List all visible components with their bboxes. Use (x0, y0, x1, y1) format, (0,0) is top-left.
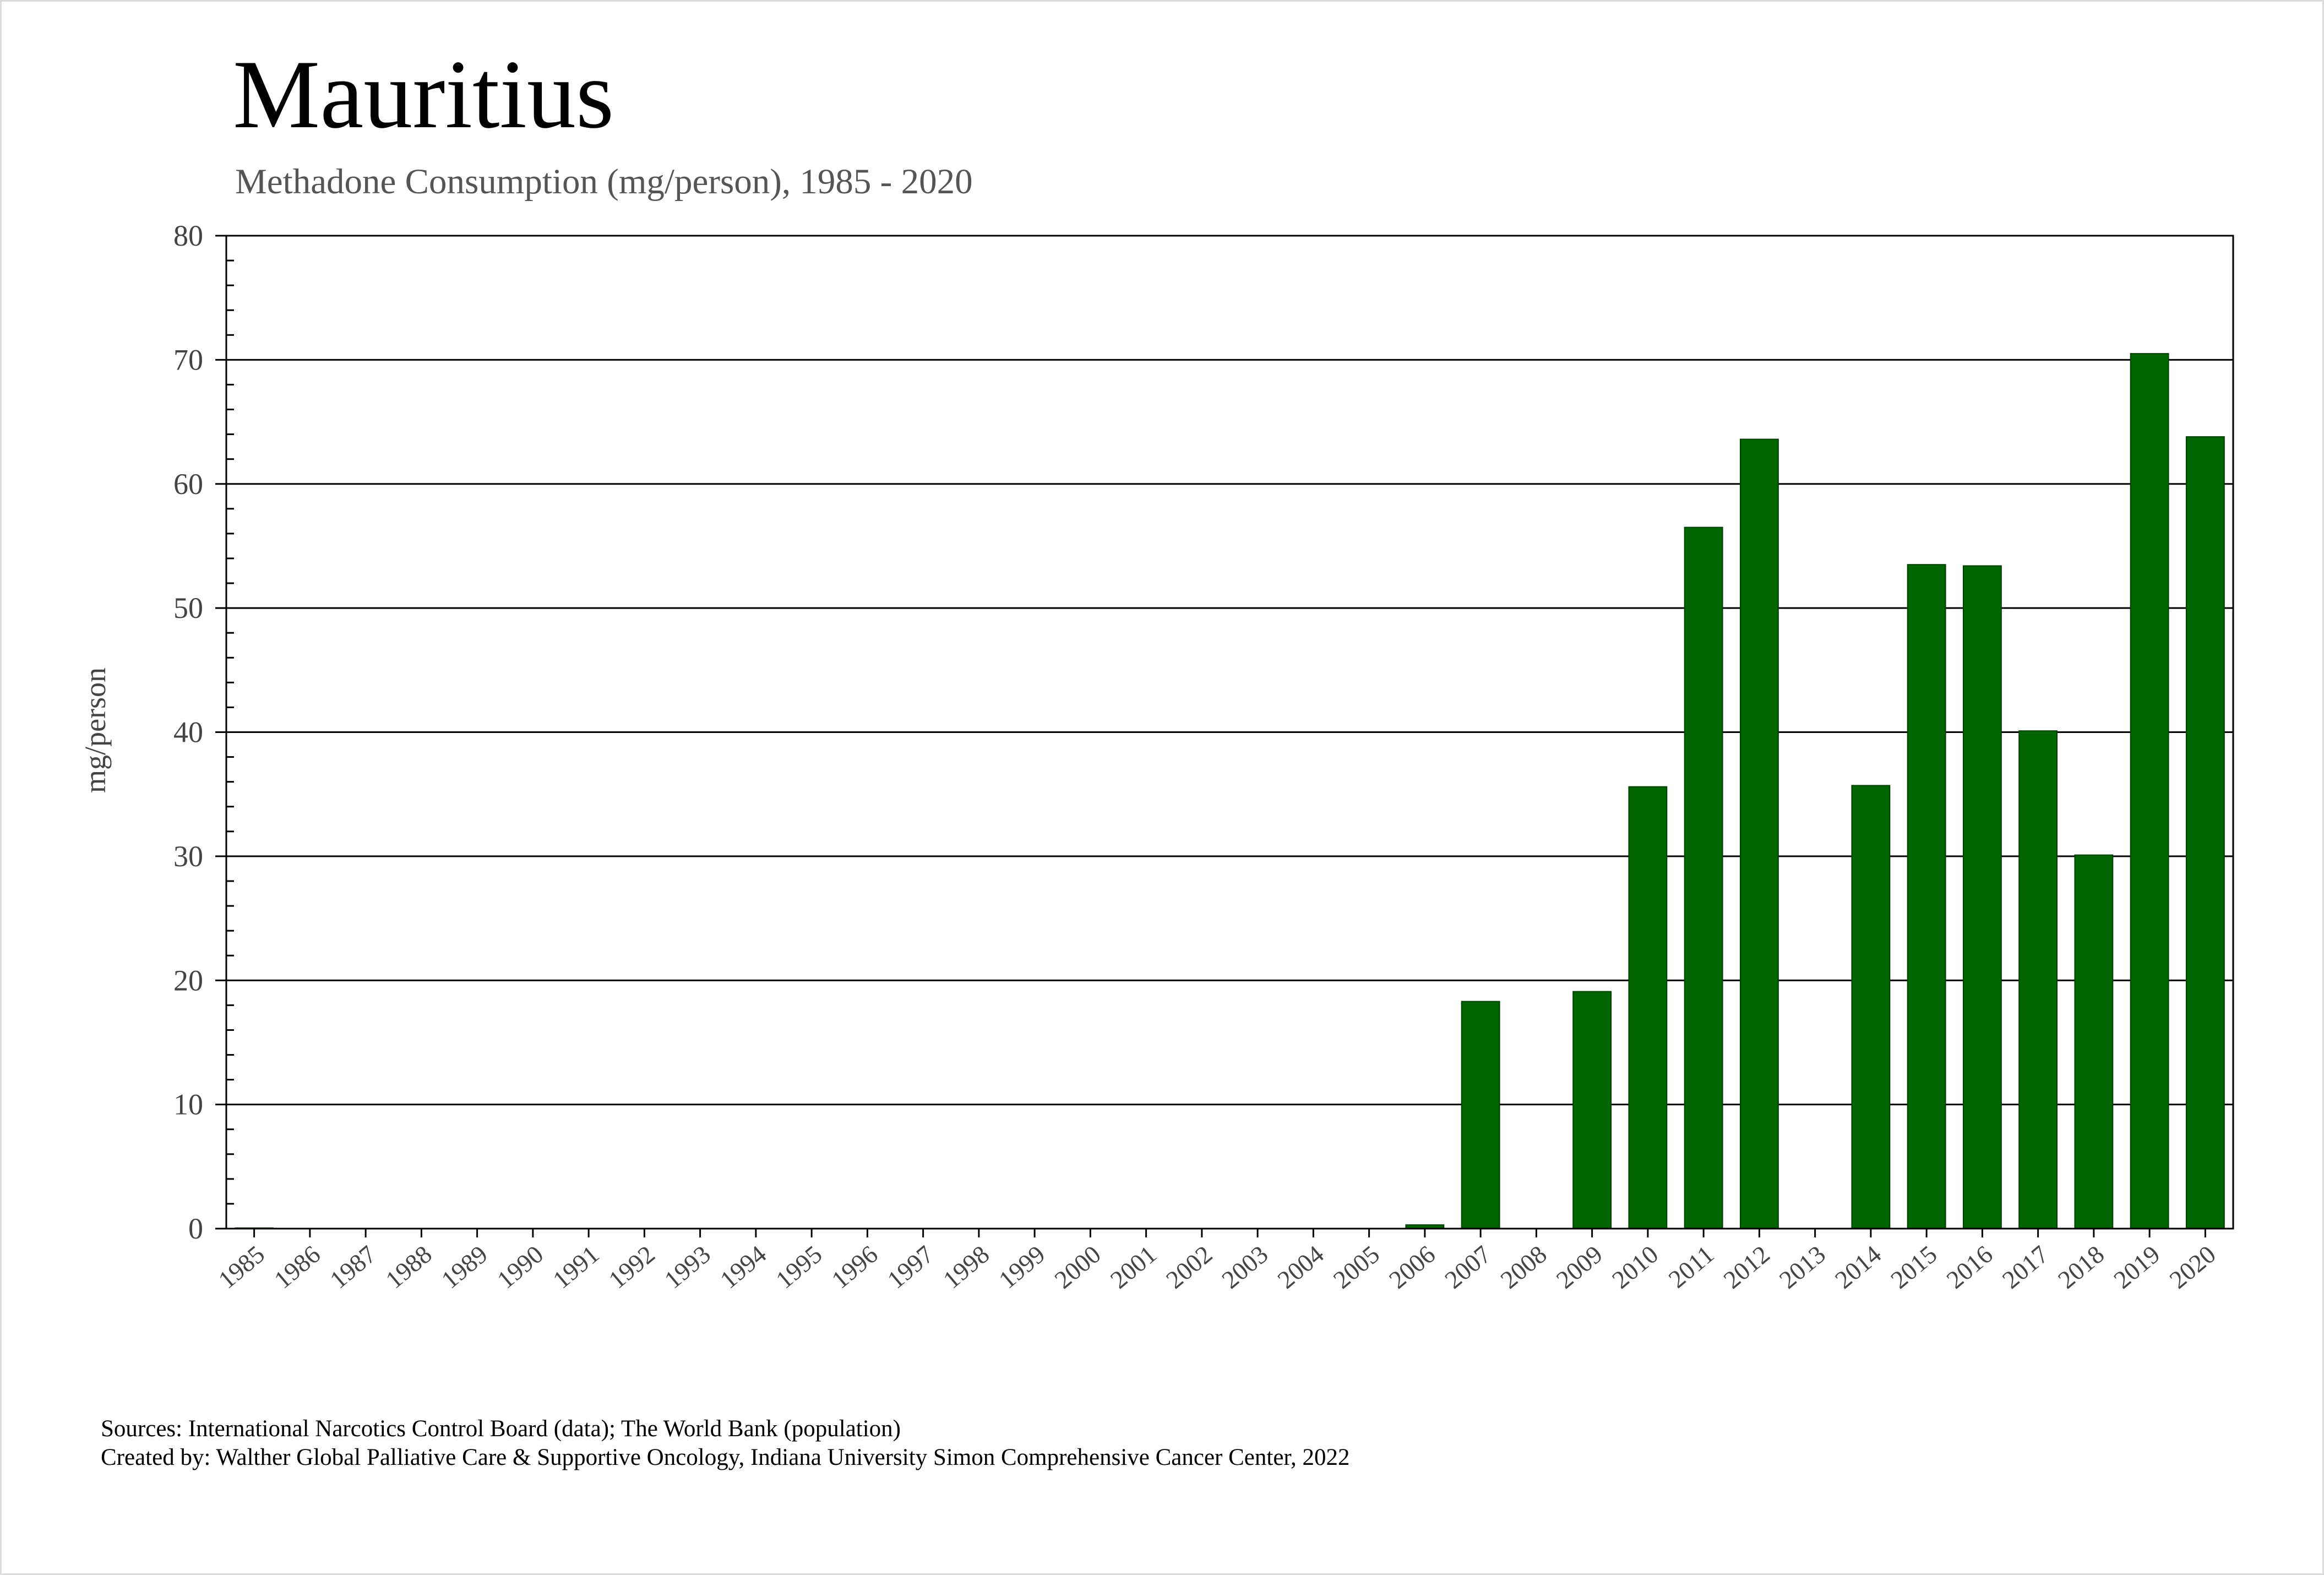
x-tick-label-2019: 2019 (2108, 1240, 2165, 1294)
x-tick-label-2015: 2015 (1885, 1240, 1942, 1294)
axes (215, 235, 2234, 1237)
x-tick-labels: 1985198619871988198919901991199219931994… (213, 1240, 2221, 1294)
x-tick-label-2003: 2003 (1216, 1240, 1273, 1294)
x-tick-label-2002: 2002 (1161, 1240, 1217, 1294)
x-tick-label-2005: 2005 (1328, 1240, 1385, 1294)
x-tick-label-1991: 1991 (547, 1240, 604, 1294)
x-tick-label-1989: 1989 (436, 1240, 493, 1294)
x-tick-label-2001: 2001 (1105, 1240, 1162, 1294)
x-tick-label-2013: 2013 (1774, 1240, 1831, 1294)
x-tick-label-1996: 1996 (826, 1240, 883, 1294)
y-tick-label-30: 30 (173, 840, 203, 873)
x-tick-label-2007: 2007 (1439, 1240, 1496, 1294)
x-tick-label-1985: 1985 (213, 1240, 270, 1294)
x-tick-label-1997: 1997 (882, 1240, 939, 1294)
y-tick-label-70: 70 (173, 343, 203, 376)
x-tick-label-1994: 1994 (715, 1240, 771, 1294)
x-tick-label-1999: 1999 (993, 1240, 1050, 1294)
x-tick-label-2014: 2014 (1830, 1240, 1886, 1294)
chart-subtitle: Methadone Consumption (mg/person), 1985 … (235, 162, 973, 202)
bar-2007 (1461, 1001, 1500, 1229)
bar-2009 (1572, 991, 1612, 1229)
x-tick-label-1993: 1993 (659, 1240, 716, 1294)
x-tick-label-2011: 2011 (1663, 1240, 1719, 1294)
x-tick-label-2016: 2016 (1941, 1240, 1998, 1294)
x-tick-label-1990: 1990 (492, 1240, 548, 1294)
bar-2020 (2185, 436, 2225, 1229)
bar-2010 (1628, 786, 1668, 1230)
gridlines (226, 235, 2233, 1106)
x-tick-label-1992: 1992 (603, 1240, 660, 1294)
x-tick-label-1987: 1987 (324, 1240, 381, 1294)
bars (235, 353, 2225, 1230)
x-tick-label-1998: 1998 (938, 1240, 994, 1294)
y-tick-label-80: 80 (173, 219, 203, 252)
x-tick-label-1995: 1995 (770, 1240, 827, 1294)
x-tick-label-1986: 1986 (269, 1240, 325, 1294)
x-tick-label-2018: 2018 (2053, 1240, 2109, 1294)
chart-title: Mauritius (233, 40, 614, 149)
bar-2016 (1962, 565, 2002, 1229)
x-tick-label-2020: 2020 (2164, 1240, 2221, 1294)
bar-2014 (1851, 785, 1891, 1229)
y-tick-label-10: 10 (173, 1088, 203, 1121)
y-axis-label: mg/person (79, 667, 112, 793)
x-tick-label-2006: 2006 (1384, 1240, 1440, 1294)
y-tick-label-20: 20 (173, 964, 203, 997)
bar-2017 (2018, 730, 2058, 1229)
x-tick-label-2009: 2009 (1551, 1240, 1608, 1294)
y-tick-label-60: 60 (173, 468, 203, 501)
bar-2012 (1739, 438, 1779, 1229)
y-tick-label-40: 40 (173, 716, 203, 749)
x-tick-label-1988: 1988 (380, 1240, 437, 1294)
x-tick-label-2004: 2004 (1272, 1240, 1329, 1294)
bar-2018 (2074, 854, 2114, 1229)
bar-2019 (2130, 353, 2169, 1230)
y-tick-label-50: 50 (173, 591, 203, 624)
x-tick-label-2010: 2010 (1607, 1240, 1663, 1294)
x-tick-label-2000: 2000 (1049, 1240, 1106, 1294)
footer-sources: Sources: International Narcotics Control… (101, 1416, 901, 1442)
y-tick-labels: 0 10 20 30 40 50 60 70 80 (173, 219, 203, 1245)
bar-2015 (1907, 564, 1946, 1229)
y-tick-label-0: 0 (188, 1212, 203, 1245)
footer-created-by: Created by: Walther Global Palliative Ca… (101, 1444, 1350, 1470)
x-tick-label-2017: 2017 (1997, 1240, 2054, 1294)
bar-2011 (1684, 526, 1723, 1229)
x-tick-label-2012: 2012 (1718, 1240, 1775, 1294)
x-tick-label-2008: 2008 (1495, 1240, 1552, 1294)
